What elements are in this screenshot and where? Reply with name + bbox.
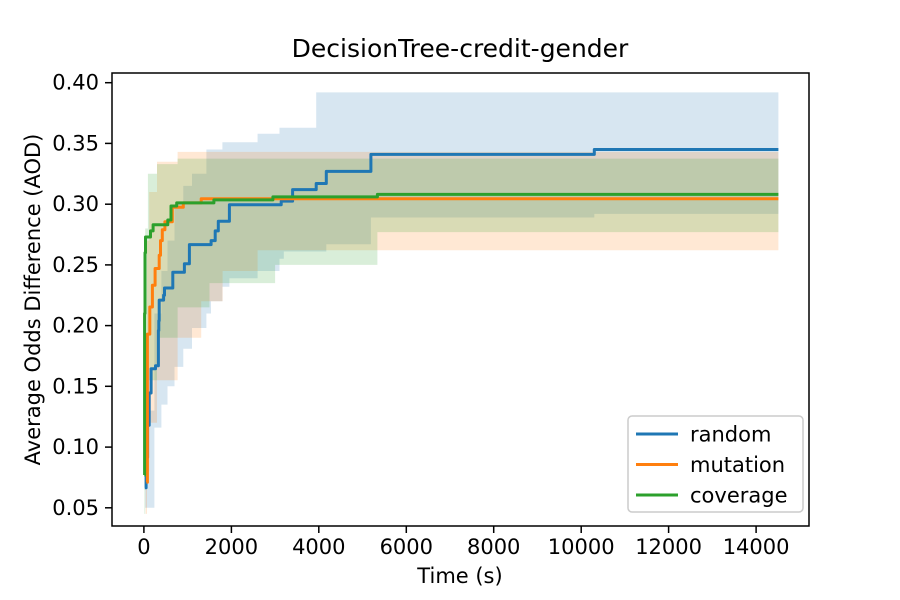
coverage-line — [143, 192, 779, 477]
x-tick-label: 12000 — [635, 535, 702, 559]
chart-title: DecisionTree-credit-gender — [292, 34, 629, 63]
legend-box — [627, 415, 804, 513]
legend-label-coverage: coverage — [690, 484, 788, 508]
random-line — [144, 148, 779, 490]
x-tick-label: 8000 — [467, 535, 520, 559]
series-lines — [143, 148, 779, 490]
mutation-confidence-band — [145, 151, 779, 514]
y-tick-label: 0.15 — [52, 374, 99, 398]
x-axis-label: Time (s) — [416, 564, 502, 588]
x-axis-ticks: 0 2000 4000 6000 8000 10000 12000 14000 — [137, 526, 790, 559]
legend-label-random: random — [690, 423, 771, 447]
plot-border — [111, 72, 810, 527]
y-axis-label: Average Odds Difference (AOD) — [21, 134, 45, 466]
y-tick-label: 0.25 — [52, 253, 99, 277]
x-tick-label: 2000 — [205, 535, 258, 559]
legend: random mutation coverage — [627, 415, 804, 513]
x-tick-label: 6000 — [380, 535, 433, 559]
y-tick-label: 0.35 — [52, 131, 99, 155]
y-tick-label: 0.10 — [52, 435, 99, 459]
legend-label-mutation: mutation — [690, 453, 785, 477]
x-tick-label: 0 — [137, 535, 150, 559]
x-tick-label: 4000 — [292, 535, 345, 559]
x-tick-label: 14000 — [723, 535, 790, 559]
y-tick-label: 0.20 — [52, 314, 99, 338]
x-tick-label: 10000 — [548, 535, 615, 559]
y-tick-label: 0.05 — [52, 496, 99, 520]
y-tick-label: 0.40 — [52, 71, 99, 95]
coverage-confidence-band — [144, 158, 779, 514]
y-tick-label: 0.30 — [52, 192, 99, 216]
y-axis-ticks: 0.05 0.10 0.15 0.20 0.25 0.30 0.35 0.40 — [52, 71, 112, 520]
mutation-line — [145, 197, 779, 484]
